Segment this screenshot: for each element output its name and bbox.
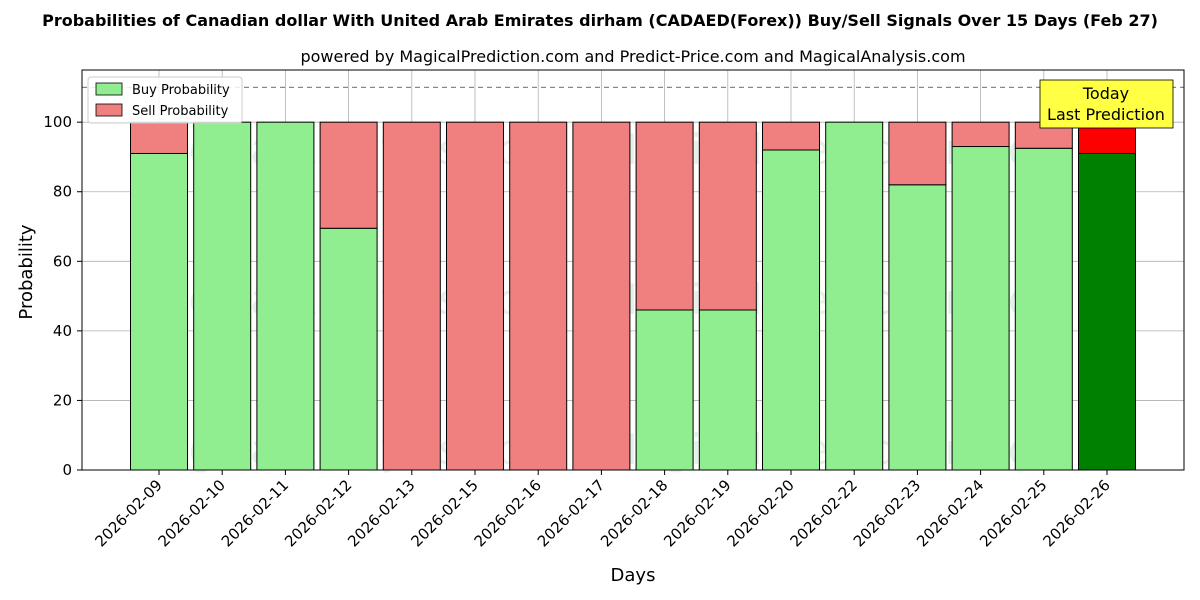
y-tick-label: 60 — [53, 252, 72, 270]
x-tick-label: 2026-02-17 — [534, 476, 608, 550]
y-axis-label: Probability — [16, 224, 37, 319]
today-annotation-line1: Today — [1082, 84, 1129, 103]
today-annotation-box — [1039, 79, 1174, 129]
legend-swatch-buy — [95, 82, 123, 96]
x-tick-label: 2026-02-18 — [597, 476, 671, 550]
x-tick-label: 2026-02-15 — [407, 476, 481, 550]
x-tick-label: 2026-02-11 — [218, 476, 292, 550]
today-annotation: Today Last Prediction — [1039, 79, 1174, 129]
x-tick-label: 2026-02-24 — [913, 476, 987, 550]
sell-bar — [446, 121, 504, 471]
y-tick-label: 20 — [53, 391, 72, 409]
sell-bar — [130, 121, 188, 154]
buy-bar — [1078, 152, 1136, 471]
buy-bar — [762, 149, 820, 471]
legend-box — [87, 76, 243, 124]
buy-bar — [256, 121, 315, 471]
chart-subtitle: powered by MagicalPrediction.com and Pre… — [300, 47, 965, 66]
sell-bar — [888, 121, 947, 186]
buy-bar — [319, 227, 378, 471]
legend-swatch-sell — [95, 103, 123, 117]
sell-bar — [762, 121, 820, 151]
y-tick-label: 100 — [43, 113, 72, 131]
x-tick-label: 2026-02-12 — [281, 476, 355, 550]
buy-bar — [951, 146, 1010, 471]
today-annotation-line2: Last Prediction — [1047, 105, 1165, 124]
sell-bar — [698, 121, 757, 311]
x-tick-label: 2026-02-19 — [660, 476, 734, 550]
y-tick-label: 40 — [53, 322, 72, 340]
x-tick-label: 2026-02-16 — [471, 476, 545, 550]
x-tick-label: 2026-02-23 — [850, 476, 924, 550]
x-tick-label: 2026-02-10 — [155, 476, 229, 550]
x-axis-label: Days — [611, 565, 656, 586]
plot-frame — [81, 69, 1185, 471]
buy-bar — [888, 184, 947, 471]
x-tick-label: 2026-02-13 — [344, 476, 418, 550]
legend: Buy Probability Sell Probability — [87, 76, 243, 124]
x-tick-label: 2026-02-26 — [1039, 476, 1113, 550]
x-tick-label: 2026-02-20 — [723, 476, 797, 550]
buy-bar — [1014, 147, 1073, 471]
sell-bar — [319, 121, 378, 229]
legend-label-sell: Sell Probability — [132, 104, 229, 119]
buy-bar — [193, 121, 252, 471]
x-tick-label: 2026-02-09 — [91, 476, 165, 550]
y-tick-label: 0 — [62, 461, 72, 479]
sell-bar — [635, 121, 694, 311]
legend-label-buy: Buy Probability — [132, 83, 230, 98]
buy-bar — [698, 309, 757, 471]
buy-bar — [825, 121, 884, 471]
chart-title: Probabilities of Canadian dollar With Un… — [42, 11, 1158, 30]
bars-layer — [130, 121, 1136, 471]
sell-bar — [572, 121, 631, 471]
y-tick-label: 80 — [53, 183, 72, 201]
sell-bar — [382, 121, 441, 471]
x-tick-label: 2026-02-22 — [787, 476, 861, 550]
x-tick-label: 2026-02-25 — [976, 476, 1050, 550]
buy-bar — [130, 152, 188, 471]
sell-bar — [509, 121, 568, 471]
buy-bar — [635, 309, 694, 471]
sell-bar — [951, 121, 1010, 148]
